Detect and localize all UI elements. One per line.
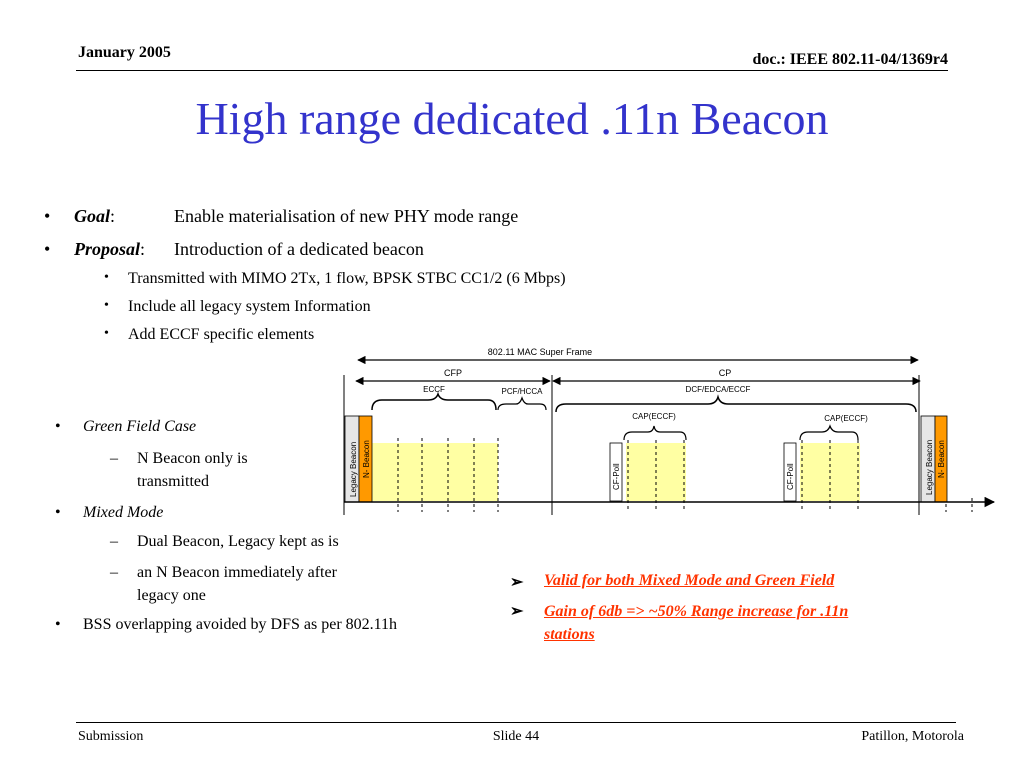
cp-label: CP — [719, 368, 732, 378]
sub-bullet-3: • Add ECCF specific elements — [104, 326, 315, 344]
bullet-dot: • — [55, 616, 61, 633]
annotation-line-2: stations — [544, 626, 595, 643]
dcf-edca-eccf-brace — [555, 394, 917, 413]
bullet-dot: • — [104, 298, 109, 313]
green-field-title: Green Field Case — [83, 418, 197, 435]
footer-author: Patillon, Motorola — [861, 729, 964, 744]
legacy-beacon-label-start: Legacy Beacon — [349, 442, 358, 497]
header-date: January 2005 — [78, 44, 171, 61]
proposal-colon: : — [140, 239, 146, 259]
sub-bullet-1: • Transmitted with MIMO 2Tx, 1 flow, BPS… — [104, 270, 566, 288]
mixed-mode-item-1: – Dual Beacon, Legacy kept as is — [110, 533, 339, 551]
arrow-bullet-icon: ➢ — [510, 574, 524, 591]
goal-text: Enable materialisation of new PHY mode r… — [174, 206, 519, 226]
annotation-line-1: Gain of 6db => ~50% Range increase for .… — [544, 603, 849, 620]
bullet-dot: • — [44, 239, 51, 259]
slot-separators — [397, 438, 973, 512]
cf-poll-box-1 — [609, 442, 623, 502]
mixed-mode-line-2: legacy one — [137, 587, 206, 604]
sub-bullet-text: Transmitted with MIMO 2Tx, 1 flow, BPSK … — [128, 270, 566, 287]
eccf-brace — [371, 391, 497, 411]
dcf-edca-eccf-label: DCF/EDCA/ECCF — [686, 385, 751, 394]
green-field-bullet: • Green Field Case — [55, 418, 197, 436]
sub-bullet-text: Include all legacy system Information — [128, 298, 371, 315]
cap-brace-1 — [623, 425, 687, 441]
footer-divider — [76, 722, 956, 723]
mixed-mode-item-text: Dual Beacon, Legacy kept as is — [137, 533, 339, 550]
cfp-label: CFP — [444, 368, 462, 378]
eccf-label: ECCF — [423, 385, 445, 394]
header-doc-id: doc.: IEEE 802.11-04/1369r4 — [752, 51, 948, 68]
n-beacon-label-start: N- Beacon — [362, 440, 371, 478]
footer-submission: Submission — [78, 729, 144, 744]
cap-brace-2 — [799, 424, 859, 441]
mixed-mode-bullet: • Mixed Mode — [55, 504, 164, 522]
footer-slide-number: Slide 44 — [492, 729, 540, 744]
cfp-slot-area — [370, 443, 498, 501]
goal-colon: : — [110, 206, 116, 226]
goal-label: Goal — [74, 206, 110, 226]
mixed-mode-title: Mixed Mode — [83, 504, 164, 521]
cf-poll-box-2 — [783, 442, 797, 502]
dash-marker: – — [110, 533, 118, 550]
mixed-mode-item-2: – an N Beacon immediately after legacy o… — [110, 561, 337, 607]
sub-bullet-text: Add ECCF specific elements — [128, 326, 315, 343]
bss-text: BSS overlapping avoided by DFS as per 80… — [83, 616, 398, 633]
bullet-dot: • — [104, 270, 109, 285]
annotation-1: ➢ Valid for both Mixed Mode and Green Fi… — [510, 572, 835, 591]
green-field-line-1: N Beacon only is — [137, 450, 248, 467]
header-divider — [76, 70, 948, 71]
proposal-bullet: • Proposal: — [44, 239, 146, 260]
cap-eccf-label-2: CAP(ECCF) — [824, 414, 868, 423]
annotation-text: Valid for both Mixed Mode and Green Fiel… — [544, 572, 835, 589]
cf-poll-label-1: CF-Poll — [612, 463, 621, 490]
bss-bullet: • BSS overlapping avoided by DFS as per … — [55, 616, 398, 634]
bullet-dot: • — [104, 326, 109, 341]
proposal-label: Proposal — [74, 239, 141, 259]
arrow-bullet-icon: ➢ — [510, 603, 524, 620]
cap-eccf-label-1: CAP(ECCF) — [632, 412, 676, 421]
dash-marker: – — [110, 450, 118, 467]
pcf-hcca-brace — [497, 396, 547, 411]
super-frame-label: 802.11 MAC Super Frame — [488, 347, 592, 357]
legacy-beacon-label-end: Legacy Beacon — [925, 440, 934, 495]
green-field-item: – N Beacon only is transmitted — [110, 447, 248, 493]
green-field-line-2: transmitted — [137, 473, 209, 490]
goal-bullet: • Goal: — [44, 206, 116, 227]
bullet-dot: • — [55, 504, 61, 521]
sub-bullet-2: • Include all legacy system Information — [104, 298, 371, 316]
proposal-text: Introduction of a dedicated beacon — [174, 239, 424, 259]
pcf-hcca-label: PCF/HCCA — [502, 387, 544, 396]
annotation-2: ➢ Gain of 6db => ~50% Range increase for… — [510, 600, 849, 646]
cf-poll-label-2: CF-Poll — [786, 463, 795, 490]
bullet-dot: • — [55, 418, 61, 435]
n-beacon-label-end: N- Beacon — [937, 440, 946, 478]
slide-title: High range dedicated .11n Beacon — [195, 93, 829, 144]
dash-marker: – — [110, 564, 118, 581]
mixed-mode-line-1: an N Beacon immediately after — [137, 564, 337, 581]
bullet-dot: • — [44, 206, 51, 226]
